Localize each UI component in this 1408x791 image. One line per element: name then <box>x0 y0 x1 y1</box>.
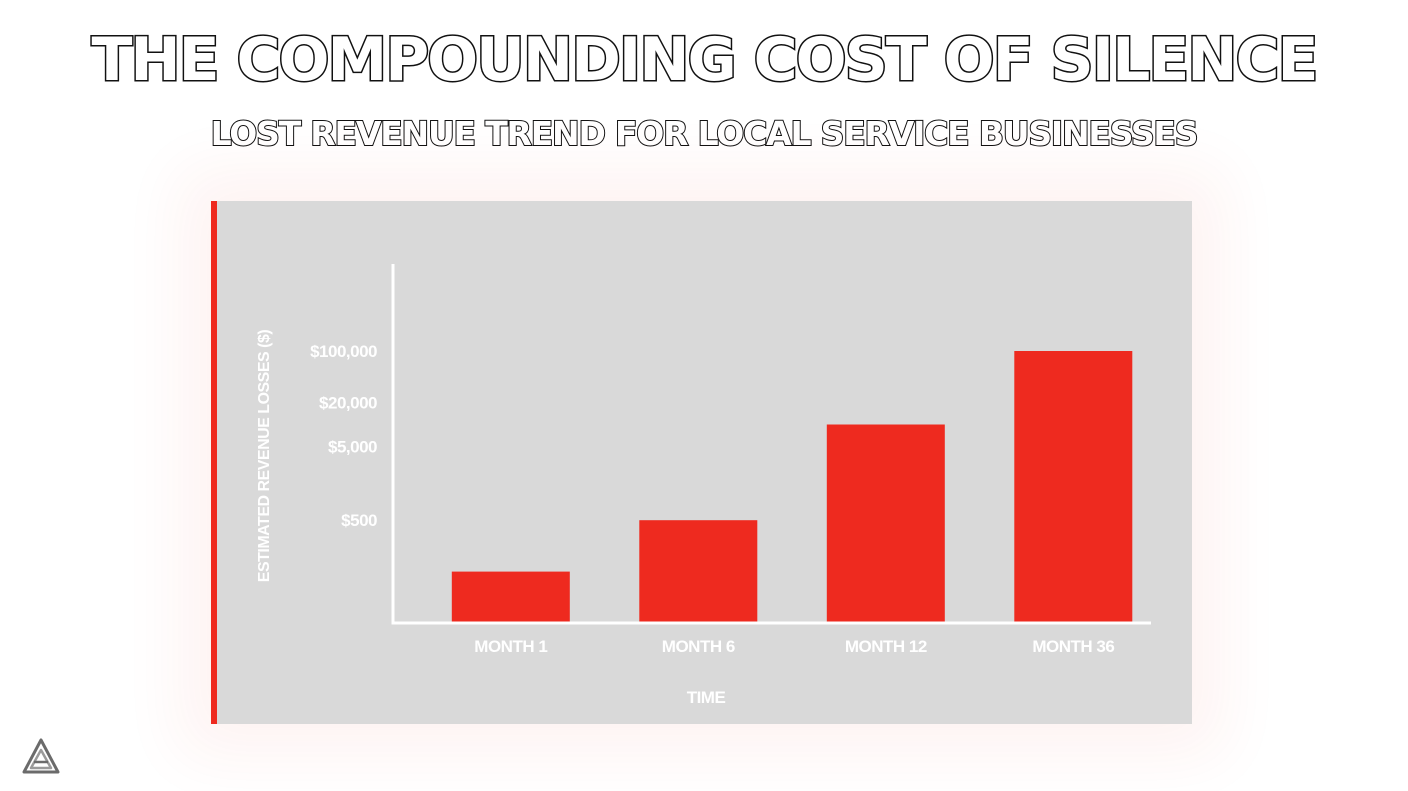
y-tick-label: $20,000 <box>319 393 377 412</box>
x-tick-label: MONTH 6 <box>662 637 735 656</box>
y-tick-label: $500 <box>341 511 377 530</box>
x-tick-label: MONTH 1 <box>474 637 547 656</box>
bar <box>826 424 945 623</box>
chart-title: THE COMPOUNDING COST OF SILENCE <box>90 24 1320 97</box>
x-tick-label: MONTH 12 <box>845 637 927 656</box>
bar <box>639 520 758 623</box>
chart-subtitle: LOST REVENUE TREND FOR LOCAL SERVICE BUS… <box>210 113 1200 154</box>
y-tick-label: $5,000 <box>328 438 377 457</box>
bar <box>1014 351 1133 623</box>
chart-panel: $500 $5,000 $20,000 $100,000 MONTH 1 MONTH 6 M… <box>211 201 1192 724</box>
bar <box>451 571 570 623</box>
y-axis-title: ESTIMATED REVENUE LOSSES ($) <box>256 330 273 583</box>
bar-chart: $500 $5,000 $20,000 $100,000 MONTH 1 MONTH 6 M… <box>256 264 1151 707</box>
x-axis-title: TIME <box>687 688 726 707</box>
brand-logo-icon <box>22 738 60 774</box>
y-tick-label: $100,000 <box>310 342 377 361</box>
x-tick-label: MONTH 36 <box>1032 637 1114 656</box>
